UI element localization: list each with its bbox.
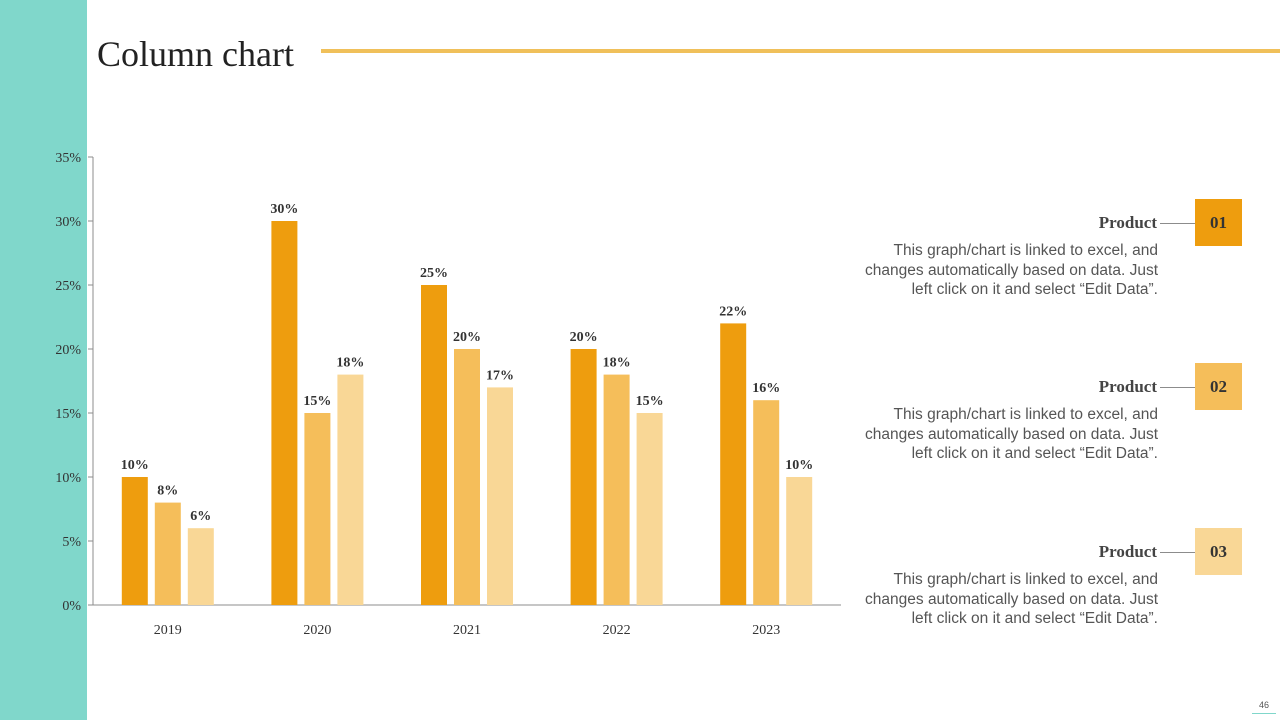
legend-connector-line [1160, 387, 1195, 388]
bar [121, 477, 148, 605]
legend-heading: Product [1098, 213, 1157, 232]
bar [720, 323, 747, 605]
page-number-underline [1252, 713, 1276, 714]
bar [454, 349, 480, 605]
x-tick-label: 2021 [453, 623, 481, 638]
data-label: 18% [603, 356, 631, 371]
bar [421, 285, 447, 605]
legend-item-product-03: Product 03 This graph/chart is linked to… [840, 528, 1250, 638]
y-tick-label: 20% [55, 343, 81, 358]
data-label: 30% [270, 202, 298, 217]
data-label: 20% [570, 330, 598, 345]
bar [487, 387, 513, 605]
y-tick-label: 25% [55, 279, 81, 294]
data-label: 8% [157, 484, 178, 499]
y-tick-label: 10% [55, 471, 81, 486]
y-tick-label: 5% [62, 535, 81, 550]
data-label: 6% [190, 509, 211, 524]
x-tick-label: 2019 [154, 623, 182, 638]
column-chart: 0% 5% 10% 15% 20% 25% 30% 35% 10% 8% 6% 2019 30% 15% 1… [55, 151, 841, 638]
legend-description: This graph/chart is linked to excel, and… [865, 571, 1158, 627]
data-label: 18% [336, 356, 364, 371]
bar [753, 400, 780, 605]
bar [154, 502, 181, 605]
legend-number-box: 03 [1195, 528, 1242, 575]
legend-number-box: 01 [1195, 199, 1242, 246]
bar [603, 374, 630, 605]
bar [304, 413, 331, 605]
y-tick-label: 30% [55, 215, 81, 230]
data-label: 25% [420, 266, 448, 281]
data-label: 15% [303, 394, 331, 409]
x-tick-label: 2023 [752, 623, 780, 638]
y-tick-label: 15% [55, 407, 81, 422]
bar [570, 349, 597, 605]
data-label: 10% [785, 458, 813, 473]
data-label: 16% [752, 381, 780, 396]
y-tick-label: 35% [55, 151, 81, 166]
slide-title: Column chart [97, 34, 294, 74]
bar [271, 221, 298, 605]
decorative-sidebar [0, 0, 87, 720]
data-label: 22% [719, 304, 747, 319]
bar [337, 374, 364, 605]
x-tick-label: 2020 [303, 623, 331, 638]
bar [636, 413, 663, 605]
page-number: 46 [1258, 700, 1269, 710]
title-underline [321, 49, 1280, 53]
data-label: 10% [121, 458, 149, 473]
legend-description: This graph/chart is linked to excel, and… [865, 242, 1158, 298]
data-label: 20% [453, 330, 481, 345]
bar [786, 477, 813, 605]
bar [187, 528, 214, 605]
legend-connector-line [1160, 552, 1195, 553]
legend-description: This graph/chart is linked to excel, and… [865, 406, 1158, 462]
legend-item-product-02: Product 02 This graph/chart is linked to… [840, 363, 1250, 473]
data-label: 15% [636, 394, 664, 409]
legend-connector-line [1160, 223, 1195, 224]
legend-item-product-01: Product 01 This graph/chart is linked to… [840, 199, 1250, 309]
y-tick-label: 0% [62, 599, 81, 614]
legend-heading: Product [1098, 542, 1157, 561]
legend-heading: Product [1098, 377, 1157, 396]
x-tick-label: 2022 [603, 623, 631, 638]
legend-number-box: 02 [1195, 363, 1242, 410]
data-label: 17% [486, 368, 514, 383]
